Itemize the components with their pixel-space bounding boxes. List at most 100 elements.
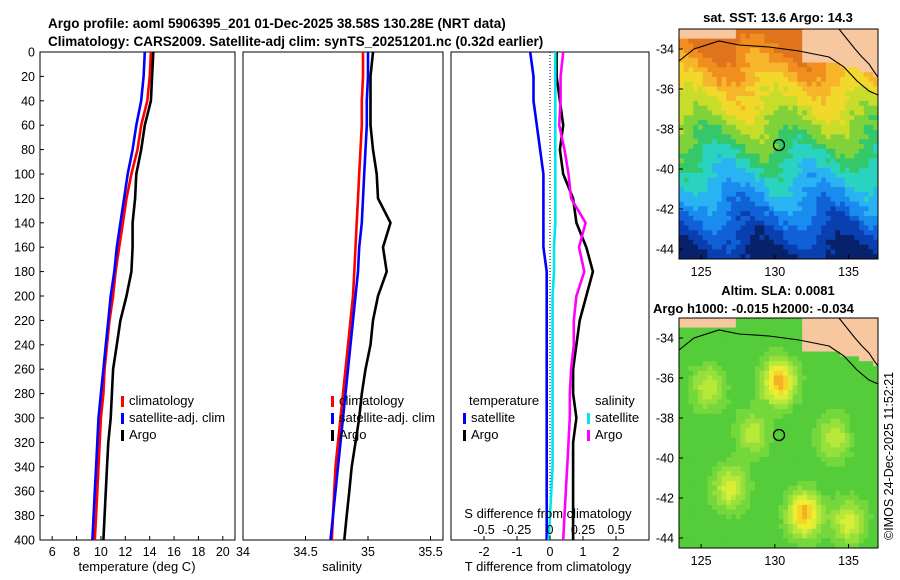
diff-temperature-satellite-line — [528, 51, 549, 540]
depth-tick-80: 80 — [21, 143, 35, 157]
sst-map: sat. SST: 13.6 Argo: 14.3 -34 -36 -38 -40 -4… — [656, 10, 879, 279]
argo-location-marker — [772, 138, 786, 152]
legend-temperature-heading: temperature — [469, 393, 539, 408]
sst-ytick: -36 — [656, 83, 674, 97]
sla-xtick: 125 — [691, 554, 712, 568]
sst-xtick: 135 — [838, 265, 859, 279]
temperature-xtick-14: 14 — [143, 545, 157, 559]
sla-ytick: -36 — [656, 372, 674, 386]
diff-xlabel: T difference from climatology — [465, 559, 632, 574]
copyright-text: ©IMOS 24-Dec-2025 11:52:21 — [882, 372, 896, 540]
diff-legend: temperature satellite Argo salinity sate… — [463, 393, 639, 442]
temperature-satellite-adj-clim-line — [91, 51, 147, 541]
sla-map: Altim. SLA: 0.0081 Argo h1000: -0.015 h2… — [653, 283, 879, 568]
depth-tick-160: 160 — [14, 241, 35, 255]
depth-tick-320: 320 — [14, 436, 35, 450]
legend-sal-satellite: satellite — [595, 410, 639, 425]
diff-xtick-2: 2 — [613, 545, 620, 559]
sal-legend-climatology: climatology — [339, 393, 405, 408]
sst-ytick: -40 — [656, 163, 674, 177]
diff-xlabel-top: S difference from climatology — [464, 506, 632, 521]
sla-xtick: 135 — [838, 554, 859, 568]
diff-xtick-0: 0 — [547, 545, 554, 559]
figure-title-line1: Argo profile: aoml 5906395_201 01-Dec-20… — [48, 16, 506, 31]
diff-xtick--2: -2 — [478, 545, 489, 559]
depth-tick-220: 220 — [14, 314, 35, 328]
temperature-climatology-line — [93, 51, 153, 541]
legend-temp-satellite: satellite — [471, 410, 515, 425]
sal-legend-satellite-adj: satellite-adj. clim — [339, 410, 435, 425]
sst-ytick: -34 — [656, 43, 674, 57]
depth-tick-20: 20 — [21, 70, 35, 84]
sla-map-title-line1: Altim. SLA: 0.0081 — [721, 283, 834, 298]
argo-location-marker-sla — [772, 428, 786, 442]
sst-xtick: 125 — [691, 265, 712, 279]
temperature-panel: 0 20 40 60 80 100 120 140 160 180 200 220 240 260 280 3… — [14, 46, 236, 574]
depth-tick-340: 340 — [14, 460, 35, 474]
depth-tick-400: 400 — [14, 534, 35, 548]
temperature-legend: climatology satellite-adj. clim Argo — [121, 393, 225, 442]
depth-tick-60: 60 — [21, 119, 35, 133]
salinity-xtick-34: 34 — [236, 545, 250, 559]
depth-tick-100: 100 — [14, 168, 35, 182]
diff-xtick-top-0.25: 0.25 — [571, 523, 595, 537]
legend-satellite-adj: satellite-adj. clim — [129, 410, 225, 425]
legend-sal-argo: Argo — [595, 427, 622, 442]
depth-tick-180: 180 — [14, 265, 35, 279]
temperature-xtick-12: 12 — [118, 545, 132, 559]
depth-tick-40: 40 — [21, 94, 35, 108]
sst-map-title: sat. SST: 13.6 Argo: 14.3 — [703, 10, 853, 25]
depth-tick-200: 200 — [14, 290, 35, 304]
sla-xtick: 130 — [764, 554, 785, 568]
temperature-xtick-16: 16 — [167, 545, 181, 559]
depth-tick-260: 260 — [14, 363, 35, 377]
temperature-xlabel: temperature (deg C) — [78, 559, 195, 574]
temperature-xtick-20: 20 — [216, 545, 230, 559]
depth-tick-380: 380 — [14, 509, 35, 523]
depth-tick-280: 280 — [14, 387, 35, 401]
legend-temp-argo: Argo — [471, 427, 498, 442]
depth-tick-240: 240 — [14, 338, 35, 352]
sst-ytick: -44 — [656, 243, 674, 257]
depth-tick-300: 300 — [14, 412, 35, 426]
diff-xtick-top-0: 0 — [547, 523, 554, 537]
salinity-climatology-line — [330, 52, 365, 541]
diff-xtick--1: -1 — [511, 545, 522, 559]
temperature-argo-line — [102, 51, 155, 541]
diff-xtick-top--0.5: -0.5 — [473, 523, 495, 537]
diff-xtick-top-0.5: 0.5 — [607, 523, 624, 537]
diff-salinity-satellite-line — [547, 52, 557, 541]
temperature-xtick-18: 18 — [191, 545, 205, 559]
temperature-xtick-8: 8 — [73, 545, 80, 559]
sla-ytick: -34 — [656, 332, 674, 346]
sal-legend-argo: Argo — [339, 427, 366, 442]
salinity-satellite-adj-clim-line — [329, 52, 370, 541]
salinity-legend: climatology satellite-adj. clim Argo — [331, 393, 435, 442]
sst-ytick: -42 — [656, 203, 674, 217]
diff-salinity-Argo-line — [557, 51, 587, 541]
temperature-xtick-6: 6 — [49, 545, 56, 559]
legend-argo: Argo — [129, 427, 156, 442]
diff-xtick-1: 1 — [580, 545, 587, 559]
sst-xtick: 130 — [764, 265, 785, 279]
salinity-xtick-35: 35 — [361, 545, 375, 559]
depth-tick-360: 360 — [14, 485, 35, 499]
salinity-xlabel: salinity — [322, 559, 362, 574]
depth-tick-120: 120 — [14, 192, 35, 206]
sla-ytick: -38 — [656, 412, 674, 426]
sst-ytick: -38 — [656, 123, 674, 137]
temperature-xtick-10: 10 — [94, 545, 108, 559]
sla-ytick: -40 — [656, 452, 674, 466]
sla-ytick: -42 — [656, 492, 674, 506]
sla-map-title-line2: Argo h1000: -0.015 h2000: -0.034 — [653, 301, 855, 316]
salinity-panel: 34 34.5 35 35.5 salinity climatology satell… — [236, 51, 444, 574]
figure-title-line2: Climatology: CARS2009. Satellite-adj cli… — [48, 34, 543, 49]
legend-salinity-heading: salinity — [595, 393, 635, 408]
salinity-argo-line — [343, 51, 392, 541]
depth-tick-0: 0 — [28, 46, 35, 60]
salinity-xtick-34.5: 34.5 — [293, 545, 317, 559]
depth-tick-140: 140 — [14, 216, 35, 230]
legend-climatology: climatology — [129, 393, 195, 408]
sla-ytick: -44 — [656, 532, 674, 546]
